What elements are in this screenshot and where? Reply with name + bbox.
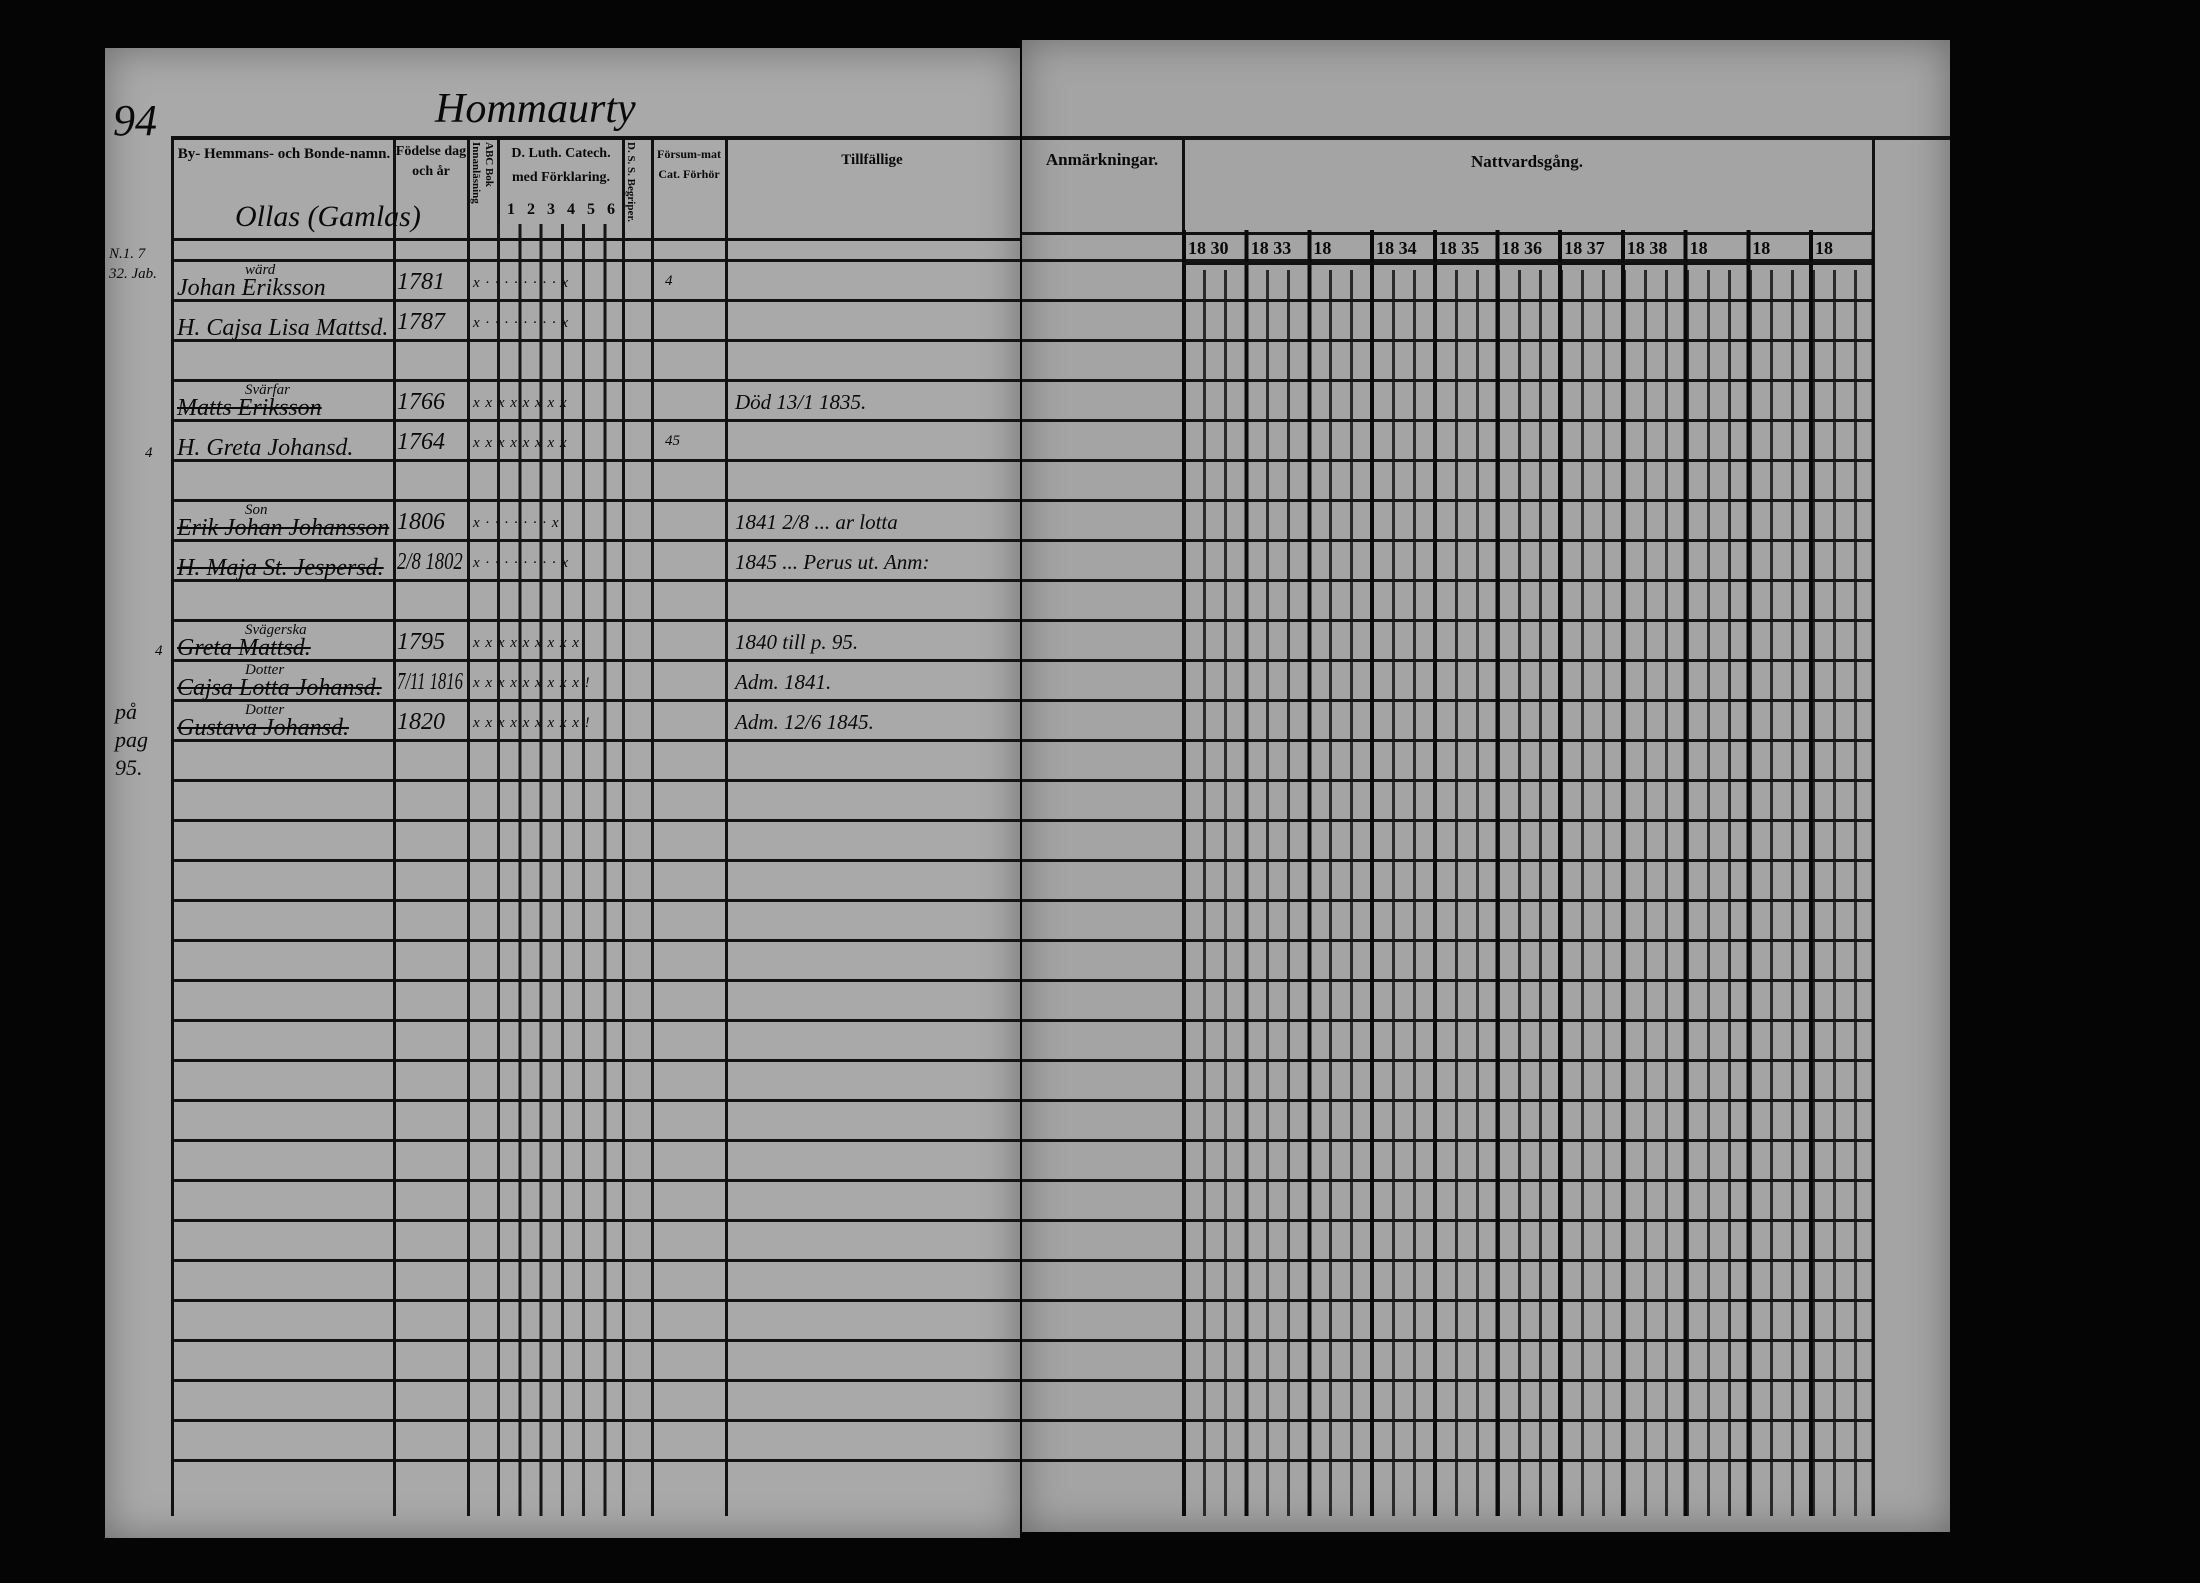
year-header: 18: [1752, 238, 1771, 258]
catechism-grid: [497, 224, 622, 1516]
header-nattvardsgang: Nattvardsgång.: [1471, 152, 1583, 171]
header-anmarkningar: Anmärkningar.: [1045, 150, 1159, 169]
catechism-marks: x x x x x x x x: [473, 395, 568, 411]
catechism-marks: x · · · · · · · · x: [473, 555, 570, 571]
header-top-rule: [171, 136, 1020, 140]
year-header: 18 30: [1188, 238, 1229, 258]
year-header: 18 37: [1564, 238, 1605, 258]
column-rule: [393, 136, 396, 1516]
catechism-part: 4: [567, 201, 575, 218]
header-dss: D. S. S. Begriper.: [625, 142, 637, 222]
catechism-part: 3: [547, 201, 555, 218]
page-number: 94: [113, 96, 157, 145]
tillfallige-note: Adm. 1841.: [735, 670, 832, 694]
catechism-part: 2: [527, 201, 535, 218]
column-rule: [651, 136, 654, 1516]
person-name: Matts Eriksson: [177, 395, 322, 421]
person-name: H. Cajsa Lisa Mattsd.: [177, 315, 389, 341]
forsummat-value: 4: [665, 273, 673, 289]
catechism-part: 6: [607, 201, 615, 218]
relation-label: Dotter: [245, 702, 285, 718]
catechism-marks: x x x x x x x x x !: [473, 715, 591, 731]
relation-label: Svägerska: [245, 622, 307, 638]
column-rule: [467, 136, 470, 1516]
margin-note: 4: [145, 445, 153, 461]
column-rule: [725, 136, 728, 1516]
person-name: Johan Eriksson: [177, 275, 326, 301]
birth-date: 1820: [397, 709, 445, 735]
header-forsummat: Försum-mat Cat. Förhör: [657, 147, 721, 181]
margin-note: 4: [155, 643, 163, 659]
birth-date: 1795: [397, 629, 445, 655]
tillfallige-note: 1840 till p. 95.: [735, 630, 859, 654]
column-rule: [622, 136, 625, 1516]
header-name: By- Hemmans- och Bonde-namn.: [177, 146, 391, 162]
birth-date: 7/11 1816: [397, 669, 463, 695]
header-birth: Födelse dag och år: [395, 144, 467, 179]
birth-date: 1787: [397, 309, 445, 335]
year-header: 18: [1689, 238, 1708, 258]
catechism-parts: 1 2 3 4 5 6: [501, 200, 621, 220]
nattvard-year-rules: [1182, 230, 1874, 1516]
header-tillfallige: Tillfällige: [841, 152, 903, 168]
person-name: Erik Johan Johansson: [177, 515, 390, 541]
year-rule: [1182, 262, 1872, 265]
tillfallige-note: Adm. 12/6 1845.: [735, 710, 874, 734]
birth-date: 1781: [397, 269, 445, 295]
margin-household-note: N.1. 7 32. Jab.: [109, 246, 157, 282]
relation-label: Son: [245, 502, 268, 518]
left-page: 94 Hommaurty By- Hemmans- och Bonde-namn…: [105, 48, 1020, 1538]
catechism-marks: x x x x x x x x x: [473, 635, 580, 651]
header-catechism: D. Luth. Catech. med Förklaring.: [511, 146, 611, 185]
header-abc: ABC Bok Innanläsning: [470, 142, 495, 204]
year-header: 18 36: [1501, 238, 1543, 258]
place-heading: Hommaurty: [435, 86, 636, 132]
tillfallige-note: 1845 ... Perus ut. Anm:: [735, 550, 930, 574]
birth-date: 2/8 1802: [397, 549, 463, 575]
forsummat-value: 45: [665, 433, 680, 449]
column-rule: [171, 136, 174, 1516]
year-header: 18: [1815, 238, 1833, 258]
tillfallige-note: Död 13/1 1835.: [735, 390, 867, 414]
person-name: Gustava Johansd.: [177, 715, 349, 741]
year-header: 18 34: [1376, 238, 1417, 258]
person-name: Cajsa Lotta Johansd.: [177, 675, 382, 701]
birth-date: 1764: [397, 429, 445, 455]
header-top-rule: [1022, 136, 1950, 140]
year-header: 18 35: [1438, 238, 1480, 258]
catechism-marks: x · · · · · · · · x: [473, 275, 570, 291]
catechism-marks: x x x x x x x x: [473, 435, 568, 451]
person-name: H. Greta Johansd.: [177, 435, 354, 461]
farm-name: Ollas (Gamlas): [235, 200, 421, 233]
year-header: 18 33: [1250, 238, 1292, 258]
catechism-part: 1: [507, 201, 515, 218]
birth-date: 1766: [397, 389, 445, 415]
catechism-marks: x · · · · · · · x: [473, 515, 560, 531]
relation-label: wärd: [245, 262, 276, 278]
right-page: Anmärkningar. Nattvardsgång. 18 30 18 33 1…: [1022, 40, 1950, 1532]
tillfallige-note: 1841 2/8 ... ar lotta: [735, 510, 898, 534]
birth-date: 1806: [397, 509, 445, 535]
relation-label: Dotter: [245, 662, 285, 678]
margin-page-ref: på pag 95.: [115, 699, 148, 780]
year-header: 18: [1313, 238, 1332, 258]
person-name: H. Maja St. Jespersd.: [177, 555, 384, 581]
person-name: Greta Mattsd.: [177, 635, 311, 661]
catechism-part: 5: [587, 201, 595, 218]
year-header: 18 38: [1626, 238, 1668, 258]
relation-label: Svärfar: [245, 382, 290, 398]
catechism-marks: x · · · · · · · · x: [473, 315, 570, 331]
catechism-marks: x x x x x x x x x !: [473, 675, 591, 691]
